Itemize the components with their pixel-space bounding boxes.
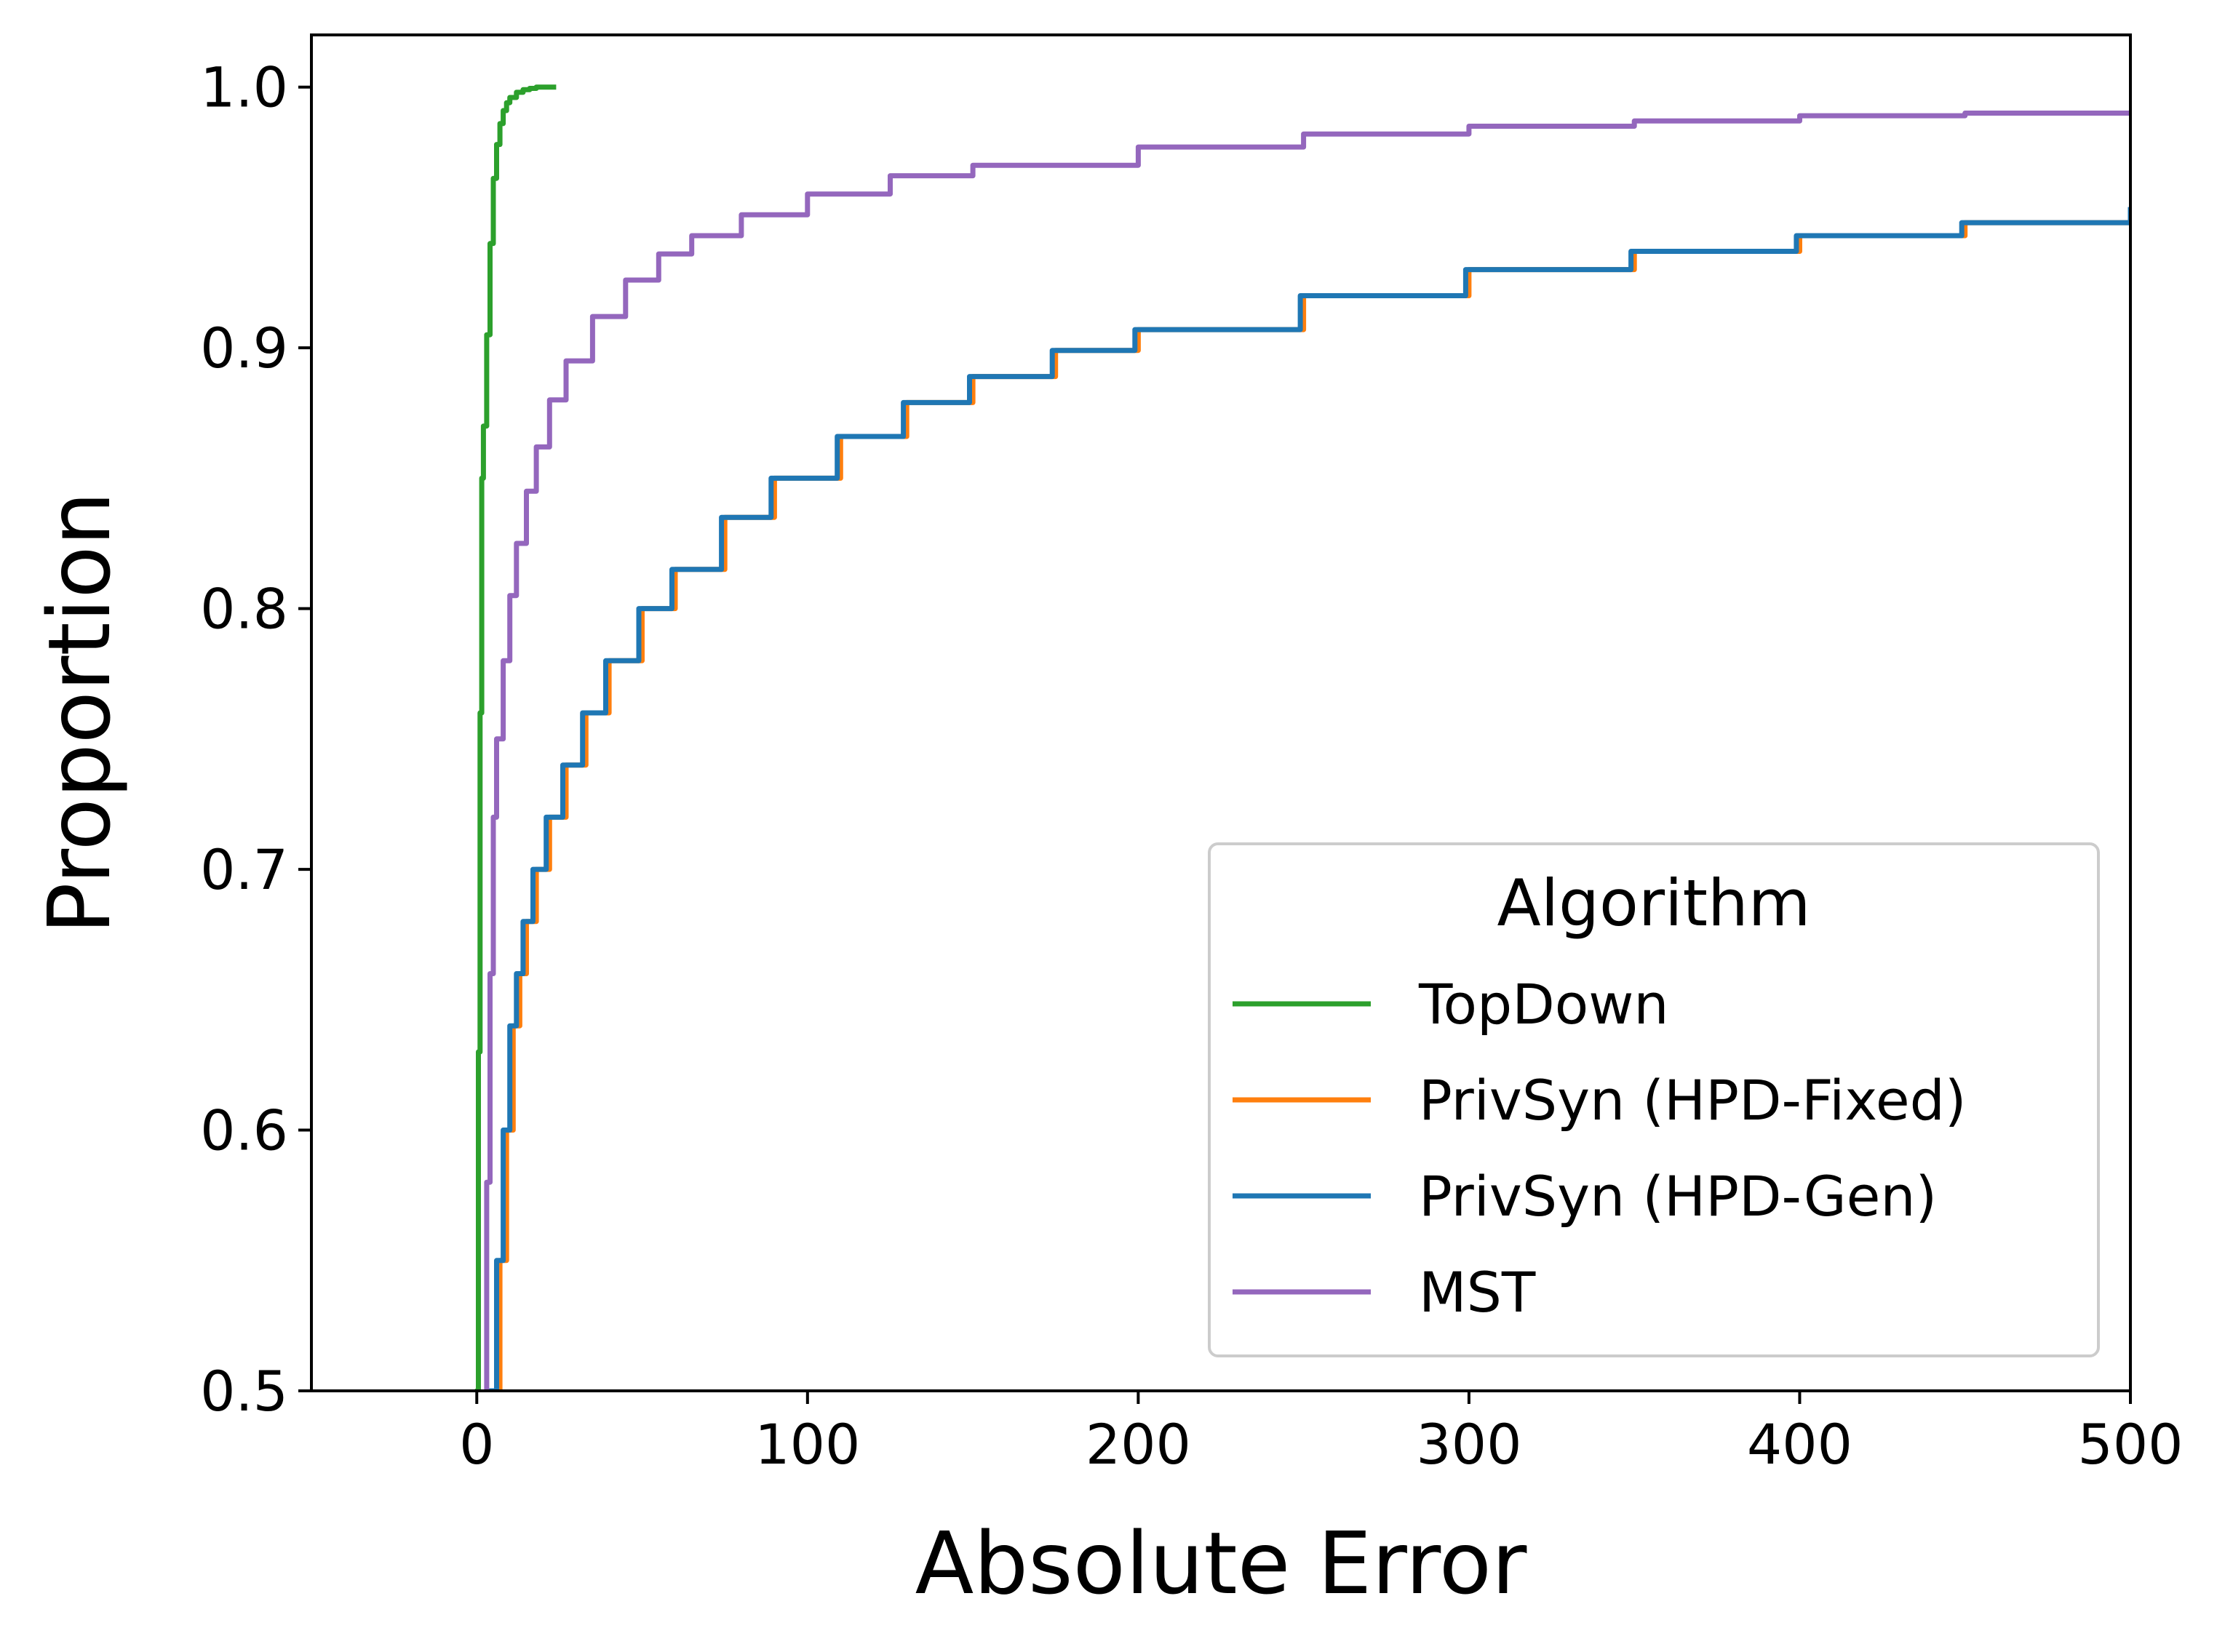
y-tick-label: 1.0 xyxy=(200,55,288,120)
legend-label-mst: MST xyxy=(1419,1260,1536,1325)
series-line-topdown xyxy=(474,84,557,1391)
legend: Algorithm TopDown PrivSyn (HPD-Fixed) Pr… xyxy=(1208,842,2100,1357)
x-axis-label: Absolute Error xyxy=(915,1513,1527,1613)
y-axis-label: Proportion xyxy=(29,492,130,935)
series-line-mst xyxy=(484,111,2130,1391)
legend-label-topdown: TopDown xyxy=(1418,972,1669,1037)
x-tick-label: 500 xyxy=(2077,1412,2183,1477)
plot-frame xyxy=(310,33,2132,1392)
y-axis: 0.5 0.6 0.7 0.8 0.9 1.0 xyxy=(200,55,311,1424)
y-tick-label: 0.7 xyxy=(200,837,288,902)
x-axis: 0 100 200 300 400 500 xyxy=(459,1391,2184,1477)
x-tick-label: 100 xyxy=(755,1412,860,1477)
legend-box xyxy=(1208,842,2100,1357)
x-tick-label: 400 xyxy=(1747,1412,1852,1477)
x-tick-label: 0 xyxy=(459,1412,494,1477)
legend-title: Algorithm xyxy=(1497,866,1811,941)
y-tick-label: 0.8 xyxy=(200,577,288,642)
legend-label-privsyn-hpd-fixed: PrivSyn (HPD-Fixed) xyxy=(1419,1068,1967,1133)
series-layer xyxy=(474,84,2130,1391)
x-tick-label: 300 xyxy=(1416,1412,1521,1477)
series-line-privsyn-hpd-gen xyxy=(487,207,2130,1391)
x-tick-label: 200 xyxy=(1086,1412,1191,1477)
y-tick-label: 0.6 xyxy=(200,1098,288,1163)
y-tick-label: 0.9 xyxy=(200,316,288,380)
legend-label-privsyn-hpd-gen: PrivSyn (HPD-Gen) xyxy=(1419,1164,1937,1229)
y-tick-label: 0.5 xyxy=(200,1359,288,1424)
